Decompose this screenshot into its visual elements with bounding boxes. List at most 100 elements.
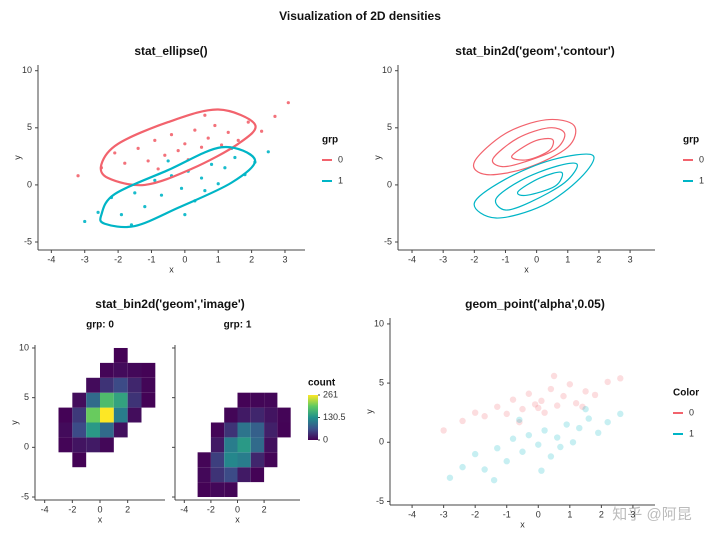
point [446, 474, 454, 481]
y-tick-label: -5 [21, 491, 29, 501]
bin [100, 392, 114, 408]
point [193, 128, 197, 132]
point [169, 133, 174, 137]
point [569, 439, 577, 446]
x-tick-label: -3 [81, 254, 89, 264]
bin [224, 482, 238, 498]
legend-label: 0 [338, 154, 343, 164]
x-axis-label: x [235, 514, 240, 524]
x-tick-label: 2 [262, 504, 267, 514]
contour [473, 118, 577, 176]
point [547, 385, 555, 393]
point [572, 400, 580, 407]
x-tick-label: -1 [501, 254, 509, 264]
point [159, 193, 164, 197]
point [179, 186, 184, 190]
x-tick-label: -2 [114, 254, 122, 264]
bin [127, 392, 142, 408]
bin [224, 407, 238, 423]
point [223, 166, 227, 170]
bin [113, 362, 128, 378]
point [595, 429, 602, 437]
point [203, 113, 207, 117]
point [133, 191, 137, 195]
x-tick-label: 0 [536, 509, 541, 519]
x-tick-label: -4 [408, 254, 416, 264]
bin [224, 467, 238, 483]
legend-title: grp [322, 135, 338, 146]
point [226, 130, 230, 134]
point [519, 405, 526, 413]
legend-label: 1 [699, 175, 704, 185]
y-axis-label: y [9, 420, 19, 425]
bin [127, 362, 142, 378]
bin [113, 347, 128, 363]
bin [197, 467, 211, 483]
bin [141, 362, 156, 378]
point [494, 444, 501, 452]
point [199, 176, 204, 180]
x-tick-label: 0 [97, 504, 102, 514]
point [617, 410, 624, 418]
bin [100, 362, 114, 378]
bin [86, 407, 100, 423]
point [516, 416, 523, 423]
point [557, 443, 564, 451]
y-tick-label: 0 [27, 179, 32, 189]
ellipse [99, 108, 257, 187]
x-tick-label: 0 [235, 504, 240, 514]
point [459, 417, 466, 425]
point [213, 123, 217, 128]
figure-title: Visualization of 2D densities [279, 9, 441, 23]
y-axis-label: y [12, 155, 22, 160]
y-tick-label: -5 [24, 236, 32, 246]
point [459, 463, 466, 471]
point [604, 378, 611, 386]
point [273, 114, 277, 118]
point [525, 390, 533, 397]
y-axis-label: y [372, 155, 382, 160]
colorbar-label: 130.5 [323, 412, 346, 422]
point [566, 381, 574, 388]
bin [197, 452, 211, 468]
x-tick-label: 0 [534, 254, 539, 264]
x-axis-label: x [169, 264, 174, 274]
point [260, 129, 264, 133]
point [143, 205, 147, 209]
point [604, 418, 611, 426]
point [481, 466, 488, 473]
facet-title: grp: 0 [86, 320, 114, 331]
bin [113, 422, 128, 438]
point [535, 441, 542, 448]
bin [237, 407, 251, 423]
x-tick-label: 3 [630, 509, 635, 519]
y-tick-label: 10 [19, 342, 29, 352]
bin [237, 437, 251, 453]
x-tick-label: 1 [567, 509, 572, 519]
x-tick-label: -3 [439, 254, 447, 264]
point [246, 120, 250, 124]
x-axis-label: x [524, 264, 529, 274]
x-tick-label: 3 [628, 254, 633, 264]
point [153, 178, 157, 182]
x-tick-label: -4 [408, 509, 416, 519]
bin [127, 407, 142, 423]
point [183, 142, 187, 146]
x-tick-label: -2 [471, 509, 479, 519]
bin [250, 452, 265, 468]
bin [210, 437, 225, 453]
point [123, 161, 127, 165]
chart-title: stat_bin2d('geom','image') [95, 297, 244, 311]
point [219, 143, 224, 147]
point [560, 392, 567, 400]
x-tick-label: -1 [147, 254, 155, 264]
bin [224, 422, 238, 438]
bin [250, 392, 265, 408]
point [156, 167, 160, 171]
point [585, 415, 592, 422]
bin [72, 437, 87, 453]
bin [277, 407, 291, 423]
point [490, 476, 498, 484]
x-tick-label: -1 [503, 509, 511, 519]
bin [141, 392, 156, 408]
